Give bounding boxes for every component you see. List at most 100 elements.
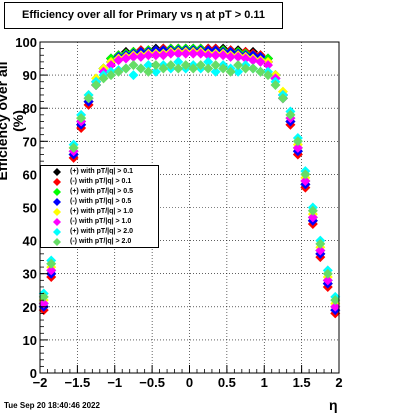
data-point bbox=[262, 60, 273, 71]
legend-marker bbox=[53, 228, 61, 236]
data-point bbox=[315, 245, 326, 256]
data-point bbox=[150, 60, 161, 71]
data-point bbox=[233, 66, 244, 77]
data-point bbox=[158, 50, 169, 61]
x-tick-label: 1 bbox=[261, 375, 268, 390]
data-point bbox=[218, 50, 229, 61]
data-point bbox=[150, 66, 161, 77]
data-point bbox=[150, 50, 161, 61]
legend-label: (+) with pT/|q| > 0.1 bbox=[70, 168, 134, 175]
ticks: −2 −1.5 −1 −0.5 0 0.5 1 1.5 20102030405060708090… bbox=[15, 35, 342, 390]
data-point bbox=[210, 66, 221, 77]
data-point bbox=[270, 80, 281, 91]
legend-item: (+) with pT/|q| > 0.5 bbox=[41, 187, 159, 197]
x-tick-label: 2 bbox=[335, 375, 342, 390]
y-tick-label: 90 bbox=[23, 68, 37, 83]
data-point bbox=[203, 50, 214, 61]
data-point bbox=[128, 70, 139, 81]
legend-item: (-) with pT/|q| > 0.1 bbox=[41, 177, 159, 187]
data-point bbox=[277, 93, 288, 104]
data-point bbox=[180, 60, 191, 71]
data-point bbox=[165, 60, 176, 71]
x-axis-label: η bbox=[329, 397, 338, 413]
data-point bbox=[38, 291, 49, 302]
data-point bbox=[233, 60, 244, 71]
data-point bbox=[158, 63, 169, 74]
data-point bbox=[143, 50, 154, 61]
data-point bbox=[225, 51, 236, 62]
data-point bbox=[135, 51, 146, 62]
data-point bbox=[46, 265, 57, 276]
data-point bbox=[128, 60, 139, 71]
legend-label: (+) with pT/|q| > 2.0 bbox=[70, 228, 134, 235]
x-tick-label: −1 bbox=[107, 375, 122, 390]
legend-item: (-) with pT/|q| > 2.0 bbox=[41, 237, 159, 247]
legend-marker bbox=[53, 188, 61, 196]
data-point bbox=[255, 66, 266, 77]
data-point bbox=[83, 93, 94, 104]
data-point bbox=[322, 275, 333, 286]
data-points bbox=[38, 43, 341, 319]
data-point bbox=[135, 63, 146, 74]
legend-item: (+) with pT/|q| > 0.1 bbox=[41, 167, 159, 177]
data-point bbox=[76, 113, 87, 124]
data-point bbox=[143, 66, 154, 77]
y-tick-label: 10 bbox=[23, 333, 37, 348]
legend-marker bbox=[53, 178, 61, 186]
data-point bbox=[46, 258, 57, 269]
x-tick-label: 0.5 bbox=[218, 375, 236, 390]
data-point bbox=[255, 56, 266, 67]
data-point bbox=[210, 60, 221, 71]
data-point bbox=[307, 212, 318, 223]
data-point bbox=[240, 53, 251, 64]
y-tick-label: 70 bbox=[23, 134, 37, 149]
data-point bbox=[106, 70, 117, 81]
data-point bbox=[233, 51, 244, 62]
data-point bbox=[165, 48, 176, 59]
legend-label: (-) with pT/|q| > 0.5 bbox=[70, 198, 132, 205]
y-tick-label: 30 bbox=[23, 267, 37, 282]
data-point bbox=[225, 66, 236, 77]
legend-label: (+) with pT/|q| > 0.5 bbox=[70, 188, 134, 195]
data-point bbox=[106, 60, 117, 71]
legend-label: (+) with pT/|q| > 1.0 bbox=[70, 208, 134, 215]
x-tick-label: 0 bbox=[186, 375, 193, 390]
data-point bbox=[315, 238, 326, 249]
data-point bbox=[195, 60, 206, 71]
legend-marker bbox=[53, 208, 61, 216]
y-tick-label: 60 bbox=[23, 167, 37, 182]
data-point bbox=[292, 136, 303, 147]
data-point bbox=[68, 142, 79, 153]
data-point bbox=[248, 55, 259, 66]
data-point bbox=[203, 63, 214, 74]
data-point bbox=[188, 63, 199, 74]
y-tick-label: 50 bbox=[23, 201, 37, 216]
x-tick-label: −0.5 bbox=[139, 375, 165, 390]
data-point bbox=[38, 298, 49, 309]
data-point bbox=[240, 63, 251, 74]
title-box: Efficiency over all for Primary vs η at … bbox=[4, 2, 283, 29]
data-point bbox=[300, 169, 311, 180]
y-tick-label: 0 bbox=[30, 366, 37, 381]
data-point bbox=[307, 205, 318, 216]
x-tick-label: −2 bbox=[33, 375, 48, 390]
legend-marker bbox=[53, 198, 61, 206]
data-point bbox=[91, 80, 102, 91]
y-tick-label: 100 bbox=[15, 35, 37, 50]
chart-title: Efficiency over all for Primary vs η at … bbox=[21, 9, 266, 21]
data-point bbox=[173, 48, 184, 59]
y-axis-label: Efficiency over all (%) bbox=[0, 61, 26, 181]
data-point bbox=[330, 301, 341, 312]
data-point bbox=[113, 55, 124, 66]
legend-marker bbox=[53, 168, 61, 176]
data-point bbox=[322, 268, 333, 279]
data-point bbox=[210, 50, 221, 61]
data-point bbox=[292, 142, 303, 153]
y-tick-label: 40 bbox=[23, 234, 37, 249]
data-point bbox=[300, 176, 311, 187]
legend-marker bbox=[53, 218, 61, 226]
data-point bbox=[113, 66, 124, 77]
legend-item: (-) with pT/|q| > 0.5 bbox=[41, 197, 159, 207]
y-tick-label: 80 bbox=[23, 101, 37, 116]
